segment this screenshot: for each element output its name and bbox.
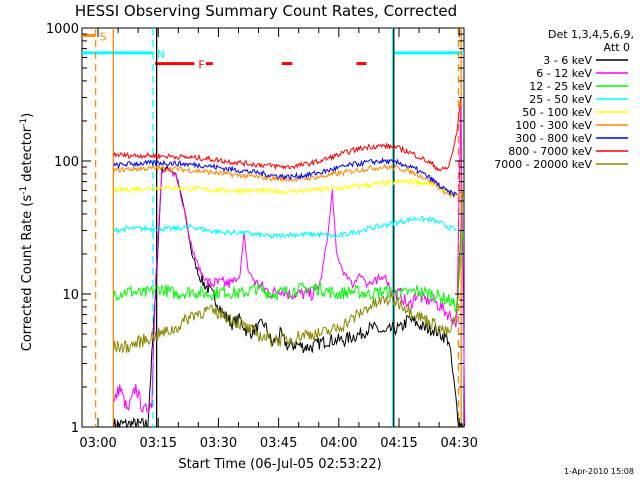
y-axis: 1 10 100 1000 (46, 22, 464, 436)
y-axis-label-mid: detector (20, 126, 35, 186)
flag-label-N: N (157, 48, 165, 61)
y-tick-label: 1 (71, 421, 79, 436)
legend-entry-label: 50 - 100 keV (522, 106, 592, 119)
y-axis-label-sup1: -1 (19, 186, 29, 195)
flag-label-S: S (100, 30, 107, 43)
x-tick-label: 03:30 (200, 436, 237, 451)
legend-entry-label: 300 - 800 keV (515, 132, 592, 145)
series-line-5 (113, 163, 464, 199)
flag-label-F: F (198, 59, 204, 72)
x-tick-label: 03:45 (260, 436, 297, 451)
y-axis-label: Corrected Count Rate (s-1 detector-1) (19, 113, 35, 351)
x-tick-label: 03:15 (140, 436, 177, 451)
y-tick-label: 100 (54, 155, 79, 170)
vertical-markers (94, 28, 462, 427)
legend-entry-label: 12 - 25 keV (529, 80, 592, 93)
chart-title: HESSI Observing Summary Count Rates, Cor… (75, 2, 457, 20)
legend-entry-label: 800 - 7000 keV (508, 145, 592, 158)
flag-bars: S N F (82, 30, 464, 72)
series-line-4 (113, 177, 458, 197)
y-axis-label-sup2: -1 (19, 118, 29, 127)
series-line-8 (113, 190, 464, 354)
y-tick-label: 10 (62, 288, 79, 303)
series-line-7 (113, 97, 462, 172)
legend-entry-label: 7000 - 20000 keV (494, 158, 592, 171)
legend-entry-label: 6 - 12 keV (536, 67, 592, 80)
legend-entry-label: 100 - 300 keV (515, 119, 592, 132)
x-tick-label: 04:15 (380, 436, 417, 451)
series-lines (113, 97, 466, 429)
y-axis-label-main: Corrected Count Rate (s (20, 195, 35, 352)
legend-header-detectors: Det 1,3,4,5,6,9, (548, 28, 634, 41)
y-axis-label-end: ) (20, 113, 35, 118)
y-tick-label: 1000 (46, 22, 79, 37)
series-line-6 (113, 156, 458, 199)
legend-entry-label: 3 - 6 keV (543, 54, 592, 67)
x-axis-label: Start Time (06-Jul-05 02:53:22) (178, 457, 381, 472)
legend-header-attenuator: Att 0 (604, 41, 630, 54)
x-tick-label: 03:00 (79, 436, 116, 451)
x-tick-label: 04:00 (320, 436, 357, 451)
plot-frame (81, 27, 465, 428)
x-tick-label: 04:30 (440, 436, 477, 451)
series-line-2 (113, 230, 464, 313)
legend-entry-label: 25 - 50 keV (529, 93, 592, 106)
x-axis: 03:00 03:15 03:30 03:45 04:00 04:15 04:30 (79, 28, 478, 451)
series-line-3 (113, 215, 458, 240)
date-stamp: 1-Apr-2010 15:08 (564, 467, 634, 476)
series-line-1 (113, 105, 466, 425)
